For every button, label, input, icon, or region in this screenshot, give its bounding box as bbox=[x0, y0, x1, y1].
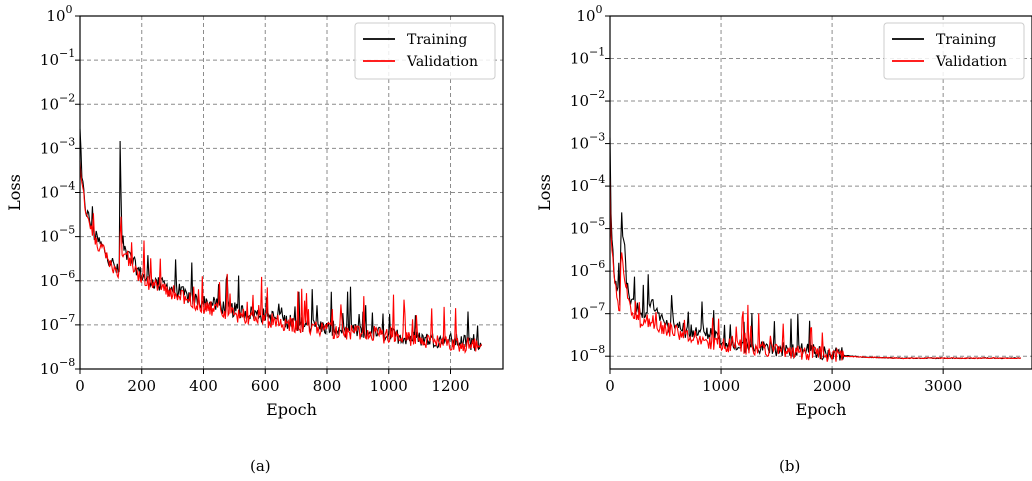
y-tick-exponent: −7 bbox=[589, 301, 605, 314]
y-tick-exponent: −1 bbox=[589, 46, 605, 59]
y-tick-label: 10 bbox=[570, 50, 589, 68]
x-tick-label: 200 bbox=[127, 377, 156, 395]
legend-label: Validation bbox=[935, 54, 1007, 70]
y-tick-exponent: −5 bbox=[59, 224, 75, 237]
x-axis-label: Epoch bbox=[796, 400, 847, 419]
y-tick-exponent: −4 bbox=[589, 173, 605, 186]
y-tick-label: 10 bbox=[570, 262, 589, 280]
x-tick-label: 1000 bbox=[370, 377, 408, 395]
legend-label: Validation bbox=[406, 54, 478, 70]
y-axis-label: Loss bbox=[535, 174, 554, 211]
series-training bbox=[609, 137, 1022, 361]
y-axis-label: Loss bbox=[5, 174, 24, 211]
y-tick-label: 10 bbox=[40, 51, 59, 69]
legend-box bbox=[883, 22, 1025, 80]
y-tick-exponent: −6 bbox=[589, 258, 605, 271]
x-tick-label: 800 bbox=[313, 377, 342, 395]
y-tick-exponent: −2 bbox=[589, 88, 605, 101]
y-tick-exponent: −8 bbox=[59, 356, 75, 369]
y-tick-label: 10 bbox=[576, 7, 595, 25]
series-validation bbox=[79, 160, 482, 355]
y-tick-label: 10 bbox=[570, 305, 589, 323]
y-tick-exponent: −3 bbox=[589, 131, 605, 144]
caption-b: (b) bbox=[779, 457, 801, 475]
y-tick-exponent: −6 bbox=[59, 268, 75, 281]
series-training bbox=[79, 128, 482, 352]
x-tick-label: 600 bbox=[251, 377, 280, 395]
y-tick-label: 10 bbox=[570, 135, 589, 153]
caption-a: (a) bbox=[250, 457, 271, 475]
y-tick-exponent: −1 bbox=[59, 47, 75, 60]
y-tick-exponent: −7 bbox=[59, 312, 75, 325]
y-tick-label: 10 bbox=[570, 92, 589, 110]
y-tick-exponent: 0 bbox=[596, 3, 603, 16]
x-tick-label: 2000 bbox=[813, 377, 851, 395]
x-tick-label: 0 bbox=[605, 377, 615, 395]
y-tick-label: 10 bbox=[570, 347, 589, 365]
y-tick-exponent: −2 bbox=[59, 91, 75, 104]
y-tick-label: 10 bbox=[40, 272, 59, 290]
x-tick-label: 1200 bbox=[431, 377, 469, 395]
y-tick-exponent: 0 bbox=[66, 3, 73, 16]
x-tick-label: 400 bbox=[189, 377, 218, 395]
x-axis-label: Epoch bbox=[266, 400, 317, 419]
y-tick-exponent: −3 bbox=[59, 135, 75, 148]
y-tick-label: 10 bbox=[46, 7, 65, 25]
x-tick-label: 3000 bbox=[924, 377, 962, 395]
series-validation bbox=[609, 178, 1021, 362]
y-tick-exponent: −5 bbox=[589, 216, 605, 229]
legend-label: Training bbox=[936, 32, 996, 48]
legend-label: Training bbox=[407, 32, 467, 48]
x-tick-label: 1000 bbox=[702, 377, 740, 395]
y-tick-label: 10 bbox=[40, 184, 59, 202]
legend-box bbox=[354, 22, 496, 80]
y-tick-exponent: −8 bbox=[589, 343, 605, 356]
y-tick-label: 10 bbox=[40, 316, 59, 334]
plot-frame bbox=[609, 15, 1032, 370]
x-tick-label: 0 bbox=[75, 377, 85, 395]
y-tick-label: 10 bbox=[40, 95, 59, 113]
y-tick-label: 10 bbox=[40, 228, 59, 246]
y-tick-exponent: −4 bbox=[59, 180, 75, 193]
y-tick-label: 10 bbox=[40, 360, 59, 378]
y-tick-label: 10 bbox=[570, 177, 589, 195]
y-tick-label: 10 bbox=[570, 220, 589, 238]
y-tick-label: 10 bbox=[40, 139, 59, 157]
